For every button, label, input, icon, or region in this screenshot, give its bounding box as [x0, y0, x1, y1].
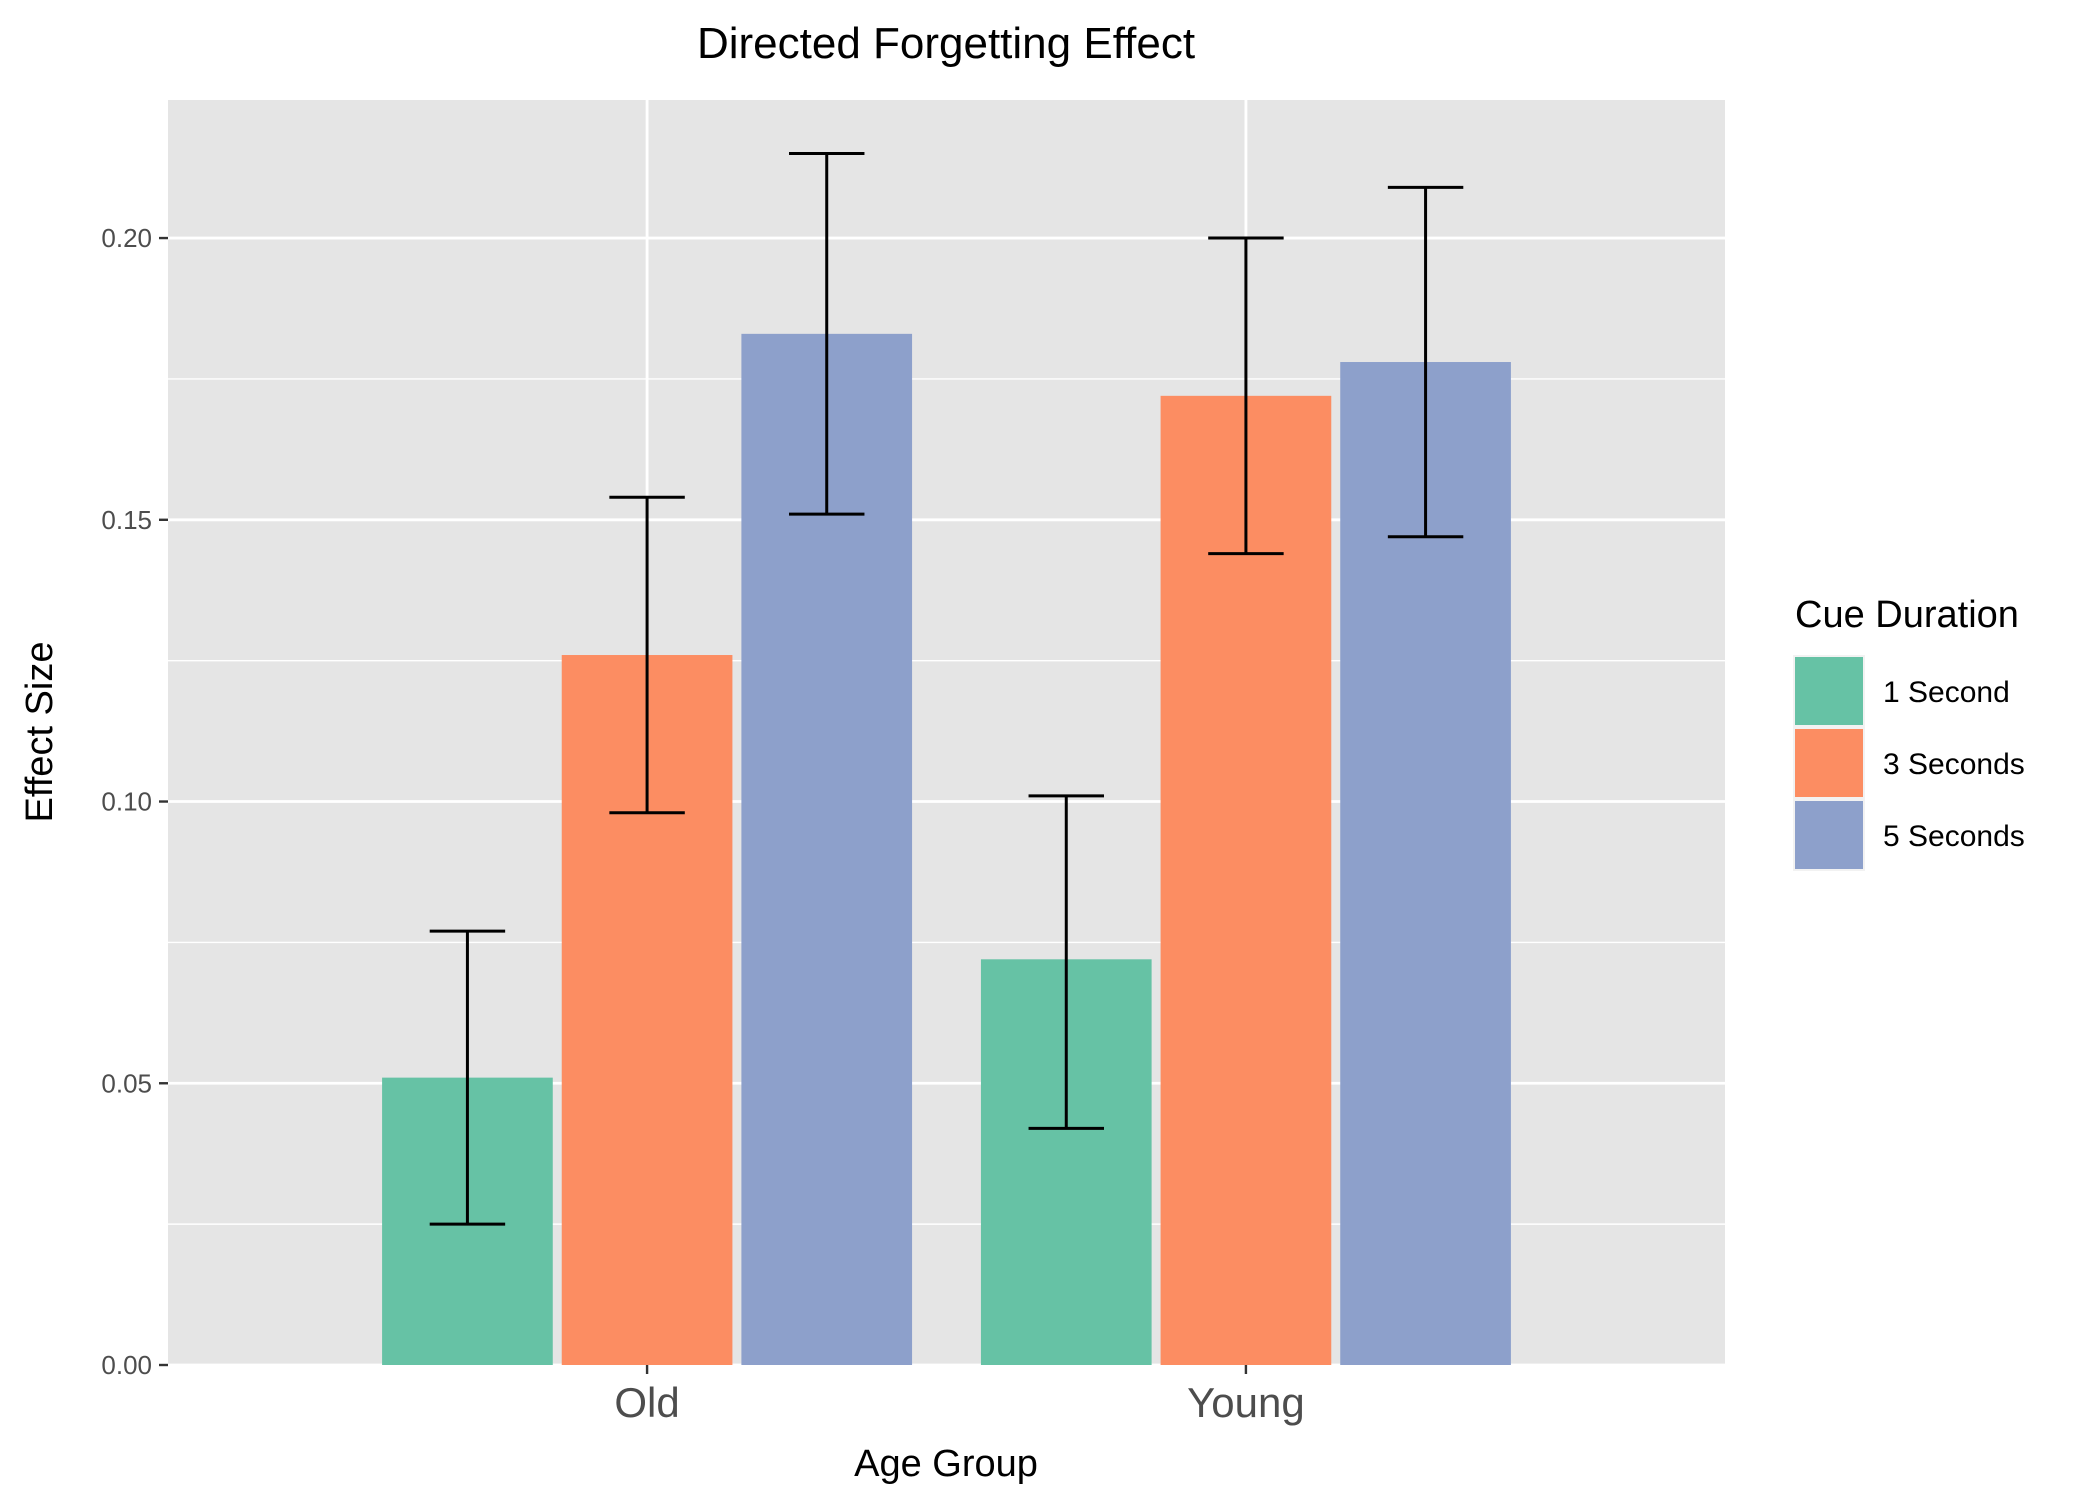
y-tick-label: 0.10	[101, 787, 152, 817]
legend-label: 5 Seconds	[1883, 820, 2025, 853]
y-axis: 0.00 0.05 0.10 0.15 0.20	[101, 223, 168, 1380]
y-axis-title: Effect Size	[19, 642, 61, 823]
legend-label: 3 Seconds	[1883, 748, 2025, 781]
x-tick-label: Young	[1187, 1379, 1305, 1426]
legend-key-swatch	[1795, 729, 1863, 797]
y-tick-label: 0.15	[101, 505, 152, 535]
x-tick-label: Old	[614, 1379, 679, 1426]
error-bars-group	[429, 152, 1464, 1226]
y-tick-label: 0.00	[101, 1350, 152, 1380]
x-axis-title: Age Group	[854, 1443, 1038, 1485]
chart-title: Directed Forgetting Effect	[697, 19, 1195, 68]
legend-label: 1 Second	[1883, 676, 2010, 709]
legend-key-swatch	[1795, 657, 1863, 725]
y-tick-label: 0.05	[101, 1068, 152, 1098]
y-tick-label: 0.20	[101, 223, 152, 253]
legend-title: Cue Duration	[1795, 594, 2019, 636]
bar	[1160, 395, 1332, 1365]
legend-key-swatch	[1795, 801, 1863, 869]
legend: Cue Duration 1 Second 3 Seconds 5 Seconds	[1793, 594, 2025, 871]
x-axis: Old Young	[614, 1365, 1305, 1426]
